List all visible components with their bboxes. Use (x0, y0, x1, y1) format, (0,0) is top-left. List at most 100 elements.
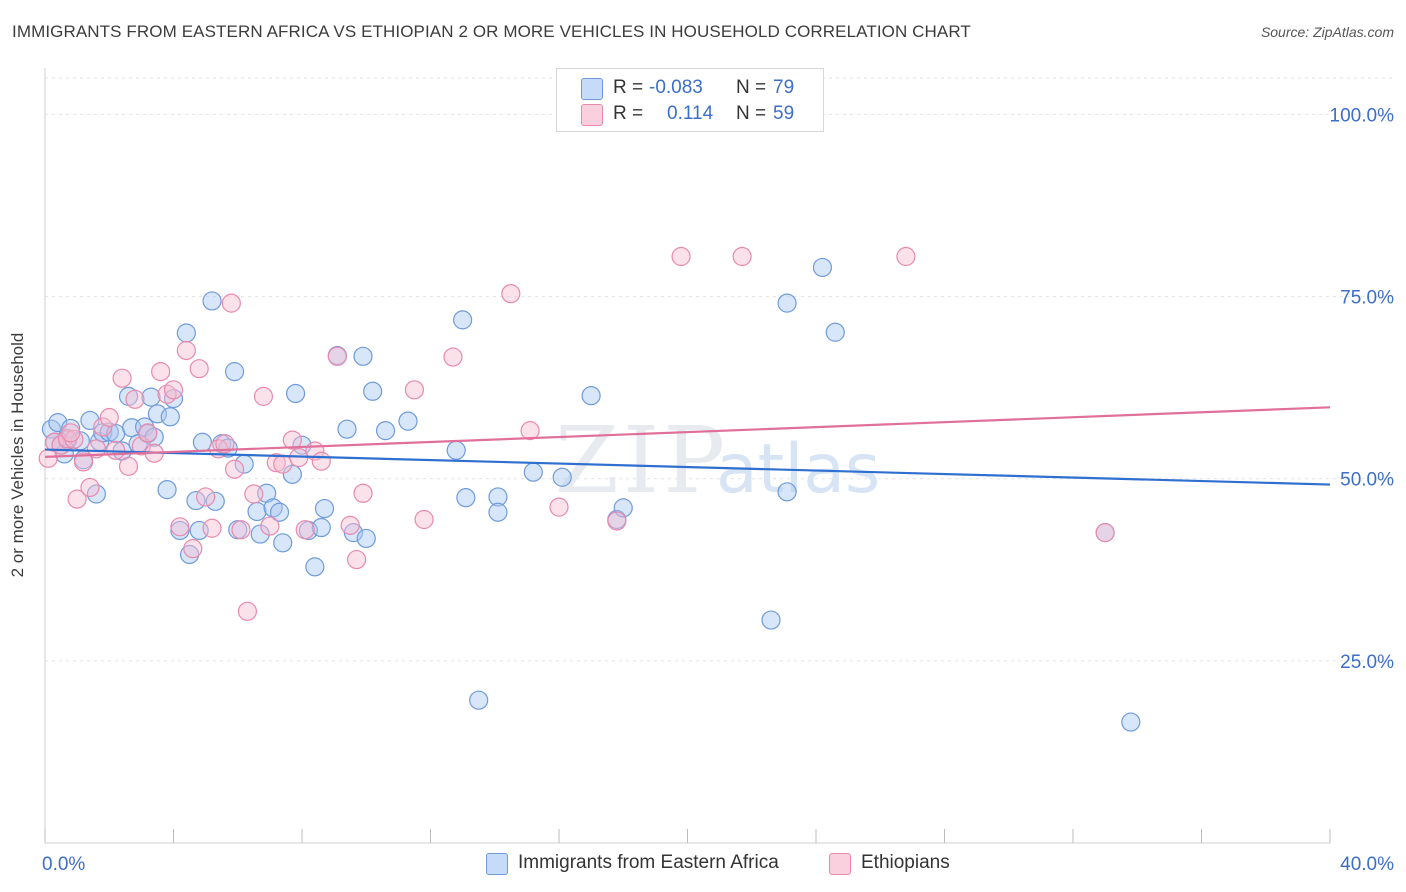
watermark: ZIP atlas (555, 407, 880, 514)
point-eastern-africa (356, 528, 376, 549)
legend-r-label: R = (613, 77, 644, 98)
point-eastern-africa (160, 407, 180, 427)
point-eastern-africa (488, 487, 508, 507)
point-ethiopians (311, 451, 331, 471)
point-ethiopians (732, 246, 752, 267)
legend-r-value: 0.114 (667, 103, 714, 124)
point-eastern-africa (202, 291, 222, 311)
point-ethiopians (93, 417, 113, 437)
point-eastern-africa (285, 383, 306, 404)
point-eastern-africa (1121, 712, 1141, 732)
y-tick-label: 50.0% (1340, 470, 1394, 491)
point-eastern-africa (141, 387, 161, 407)
legend-swatch-pink (581, 104, 603, 126)
point-ethiopians (253, 386, 274, 406)
axes (44, 68, 1331, 844)
point-eastern-africa (250, 524, 270, 544)
point-ethiopians (112, 368, 132, 388)
point-ethiopians (86, 439, 107, 459)
point-ethiopians (73, 452, 94, 472)
point-ethiopians (520, 421, 540, 441)
point-eastern-africa (205, 491, 225, 511)
point-eastern-africa (273, 533, 293, 553)
point-ethiopians (273, 454, 293, 474)
legend-r-label: R = (613, 103, 644, 124)
point-ethiopians (1095, 523, 1115, 543)
point-ethiopians (327, 346, 347, 366)
point-ethiopians (67, 489, 87, 509)
point-eastern-africa (353, 346, 373, 366)
point-ethiopians (244, 484, 264, 504)
y-tick-label: 100.0% (1330, 105, 1395, 126)
point-eastern-africa (269, 502, 290, 522)
point-eastern-africa (375, 421, 396, 441)
point-eastern-africa (186, 490, 206, 511)
grid-lines (45, 77, 1394, 662)
point-ethiopians (896, 246, 916, 267)
point-ethiopians (501, 284, 521, 304)
series-eastern-africa-points (41, 257, 1141, 732)
point-ethiopians (266, 453, 286, 473)
x-tick-label: 0.0% (42, 854, 85, 875)
point-ethiopians (196, 487, 216, 507)
legend: R = -0.083 N = 79 R = 0.114 N = 59 (556, 68, 824, 132)
point-ethiopians (189, 359, 209, 379)
point-eastern-africa (311, 517, 331, 538)
point-eastern-africa (523, 462, 543, 482)
point-eastern-africa (282, 464, 302, 484)
point-ethiopians (340, 515, 360, 535)
y-tick-label: 25.0% (1340, 652, 1394, 673)
point-ethiopians (163, 380, 184, 400)
legend-n-value: 79 (773, 77, 795, 98)
point-eastern-africa (337, 419, 357, 439)
point-eastern-africa (552, 467, 572, 487)
point-ethiopians (353, 483, 373, 503)
trend-line-eastern-africa (44, 448, 1331, 486)
point-ethiopians (183, 539, 203, 559)
point-eastern-africa (812, 257, 833, 278)
point-eastern-africa (247, 501, 267, 522)
point-eastern-africa (453, 310, 473, 330)
point-ethiopians (99, 407, 119, 428)
point-eastern-africa (157, 480, 177, 500)
point-ethiopians (260, 516, 280, 536)
point-ethiopians (57, 429, 78, 449)
point-ethiopians (549, 497, 569, 517)
legend-r-value: -0.083 (649, 77, 703, 98)
trend-lines (44, 406, 1331, 486)
point-eastern-africa (777, 482, 797, 502)
bottom-legend-swatch-pink (829, 853, 851, 875)
point-ethiopians (347, 549, 367, 570)
point-eastern-africa (224, 362, 245, 382)
legend-n-label: N = (736, 103, 767, 124)
point-eastern-africa (825, 322, 845, 342)
point-ethiopians (202, 518, 222, 538)
series-ethiopians-points (38, 246, 1115, 621)
point-ethiopians (176, 340, 196, 361)
point-eastern-africa (192, 432, 213, 452)
point-eastern-africa (456, 488, 476, 508)
legend-n-value: 59 (773, 103, 795, 124)
point-eastern-africa (99, 422, 119, 442)
point-ethiopians (138, 423, 158, 443)
legend-swatch-blue (581, 78, 603, 100)
bottom-legend-label-eastern-africa: Immigrants from Eastern Africa (518, 852, 779, 873)
point-eastern-africa (581, 386, 601, 406)
source-note: Source: ZipAtlas.com (1260, 24, 1394, 40)
point-ethiopians (125, 389, 145, 409)
bottom-legend-label-ethiopians: Ethiopians (861, 852, 950, 873)
chart-title: IMMIGRANTS FROM EASTERN AFRICA VS ETHIOP… (12, 22, 971, 41)
point-eastern-africa (446, 440, 466, 460)
point-ethiopians (237, 601, 257, 621)
point-ethiopians (118, 456, 139, 476)
point-eastern-africa (314, 498, 335, 519)
point-eastern-africa (398, 411, 418, 431)
point-ethiopians (61, 423, 81, 443)
point-eastern-africa (488, 502, 508, 522)
point-eastern-africa (179, 544, 200, 565)
point-ethiopians (221, 293, 241, 313)
watermark-zip: ZIP (555, 407, 729, 514)
point-eastern-africa (363, 381, 383, 401)
point-ethiopians (671, 246, 691, 267)
